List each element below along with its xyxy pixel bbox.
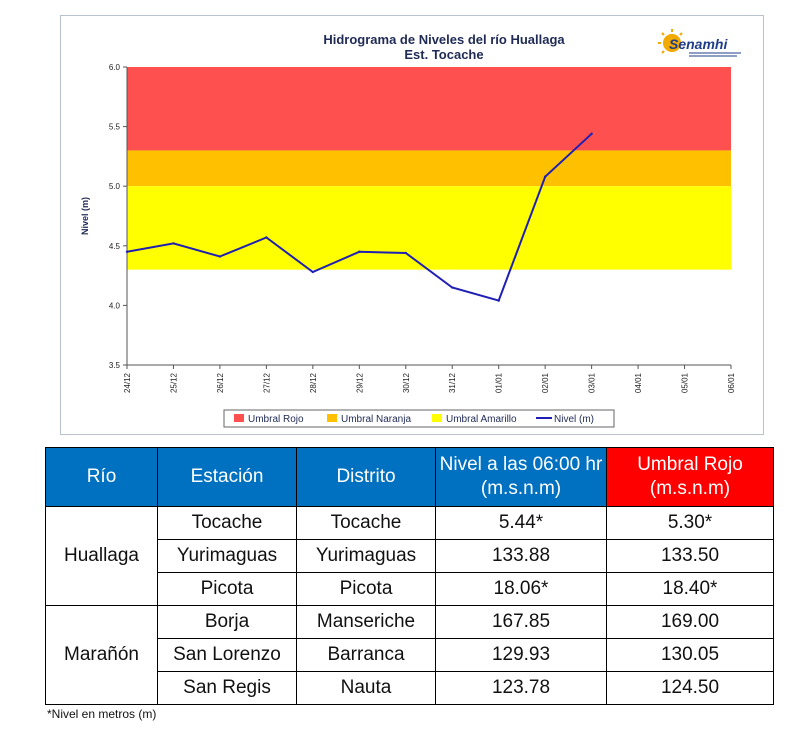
header-nivel: Nivel a las 06:00 hr (m.s.n.m)	[435, 447, 607, 507]
district-cell: Manseriche	[296, 605, 436, 639]
y-tick-label: 4.5	[109, 242, 121, 251]
district-cell: Tocache	[296, 506, 436, 540]
threshold-cell: 133.50	[606, 539, 774, 573]
logo-wordmark: Senamhi	[669, 36, 728, 52]
threshold-cell: 124.50	[606, 671, 774, 705]
legend-label: Nivel (m)	[554, 414, 594, 425]
header-umbral-rojo: Umbral Rojo (m.s.n.m)	[606, 447, 774, 507]
x-tick-label: 29/12	[355, 372, 364, 393]
district-cell: Nauta	[296, 671, 436, 705]
x-tick-label: 28/12	[309, 372, 318, 393]
table-row: Marañón Borja Manseriche 167.85 169.00	[45, 605, 774, 705]
station-cell: Picota	[157, 572, 297, 606]
legend-box	[223, 409, 615, 428]
x-ticks: 24/12 25/12 26/12 27/12 28/12 29/12 30/12 31/12…	[123, 365, 736, 393]
x-tick-label: 26/12	[216, 372, 225, 393]
chart-legend: Umbral Rojo Umbral Naranja Umbral Amarillo…	[223, 409, 615, 428]
level-cell: 18.06*	[435, 572, 607, 606]
x-tick-label: 06/01	[727, 372, 736, 393]
hydrograph-chart: 3.54.04.55.05.56.0 24/12 25/12 26/12 27/12 2…	[80, 29, 741, 428]
data-point	[590, 132, 593, 135]
table-row: Picota Picota 18.06* 18.40*	[46, 572, 774, 606]
x-tick-label: 24/12	[123, 372, 132, 393]
station-cell: San Regis	[157, 671, 297, 705]
table-row: Huallaga Tocache Tocache 5.44* 5.30*	[45, 506, 774, 606]
data-point	[218, 255, 222, 258]
threshold-cell: 18.40*	[606, 572, 774, 606]
x-tick-label: 05/01	[681, 372, 690, 393]
table-header-row: Río Estación Distrito Nivel a las 06:00 …	[45, 447, 774, 507]
threshold-cell: 130.05	[606, 638, 774, 672]
data-point	[358, 250, 361, 253]
legend-swatch	[432, 414, 442, 422]
threshold-bands	[127, 67, 731, 270]
district-cell: Yurimaguas	[296, 539, 436, 573]
data-point	[451, 286, 454, 289]
station-cell: Yurimaguas	[157, 539, 297, 573]
chart-title: Hidrograma de Niveles del río Huallaga	[323, 32, 565, 47]
data-point	[404, 251, 407, 255]
senamhi-logo: Senamhi	[658, 29, 741, 57]
district-cell: Barranca	[296, 638, 436, 672]
table-row: San Lorenzo Barranca 129.93 130.05	[46, 638, 774, 672]
chart-frame: 3.5 4.0 4.5 5.0 5.5 6.0 24/12 25/12 26/12 27/12 2…	[60, 15, 764, 435]
level-cell: 133.88	[435, 539, 607, 573]
table-row: Yurimaguas Yurimaguas 133.88 133.50	[46, 539, 774, 573]
level-cell: 5.44*	[435, 506, 607, 540]
header-distrito: Distrito	[296, 447, 436, 507]
y-axis-label: Nivel (m)	[80, 197, 90, 235]
data-point	[311, 270, 315, 274]
y-tick-label: 3.5	[109, 361, 121, 370]
y-tick-label: 5.5	[109, 123, 121, 132]
x-tick-label: 27/12	[262, 372, 271, 393]
level-cell: 167.85	[435, 605, 607, 639]
sun-icon	[658, 29, 683, 54]
band-umbral-naranja	[127, 150, 731, 187]
legend-label: Umbral Rojo	[248, 414, 304, 425]
threshold-cell: 5.30*	[606, 506, 774, 540]
station-cell: Tocache	[157, 506, 297, 540]
header-rio: Río	[45, 447, 158, 507]
level-cell: 129.93	[435, 638, 607, 672]
level-cell: 123.78	[435, 671, 607, 705]
footnote: *Nivel en metros (m)	[47, 707, 157, 721]
x-tick-label: 31/12	[448, 372, 457, 393]
river-cell: Huallaga	[45, 506, 158, 606]
district-cell: Picota	[296, 572, 436, 606]
y-ticks: 3.5 4.0 4.5 5.0 5.5 6.0	[109, 63, 127, 370]
x-tick-label: 04/01	[634, 372, 643, 393]
station-cell: San Lorenzo	[157, 638, 297, 672]
band-umbral-rojo	[127, 67, 731, 151]
data-point	[543, 175, 547, 178]
legend-label: Umbral Amarillo	[446, 414, 517, 425]
x-tick-label: 30/12	[402, 372, 411, 393]
station-cell: Borja	[157, 605, 297, 639]
y-tick-label: 4.0	[109, 301, 121, 310]
legend-swatch	[327, 414, 337, 422]
table-row: San Regis Nauta 123.78 124.50	[46, 671, 774, 705]
header-estacion: Estación	[157, 447, 297, 507]
threshold-cell: 169.00	[606, 605, 774, 639]
chart-axes	[126, 67, 731, 366]
x-tick-label: 03/01	[588, 372, 597, 393]
y-tick-label: 6.0	[109, 63, 121, 72]
chart-subtitle: Est. Tocache	[404, 47, 483, 62]
data-point	[172, 242, 175, 245]
legend-label: Umbral Naranja	[341, 414, 411, 425]
band-umbral-amarillo	[127, 186, 731, 270]
river-cell: Marañón	[45, 605, 158, 705]
x-tick-label: 25/12	[169, 372, 178, 393]
legend-swatch	[234, 414, 244, 422]
x-tick-label: 02/01	[541, 372, 550, 393]
data-point	[125, 250, 129, 253]
river-levels-table: Río Estación Distrito Nivel a las 06:00 …	[45, 447, 774, 705]
series-layer	[125, 132, 593, 302]
data-point	[265, 236, 268, 239]
x-tick-label: 01/01	[495, 372, 504, 393]
data-point	[497, 299, 500, 302]
y-tick-label: 5.0	[109, 182, 121, 191]
